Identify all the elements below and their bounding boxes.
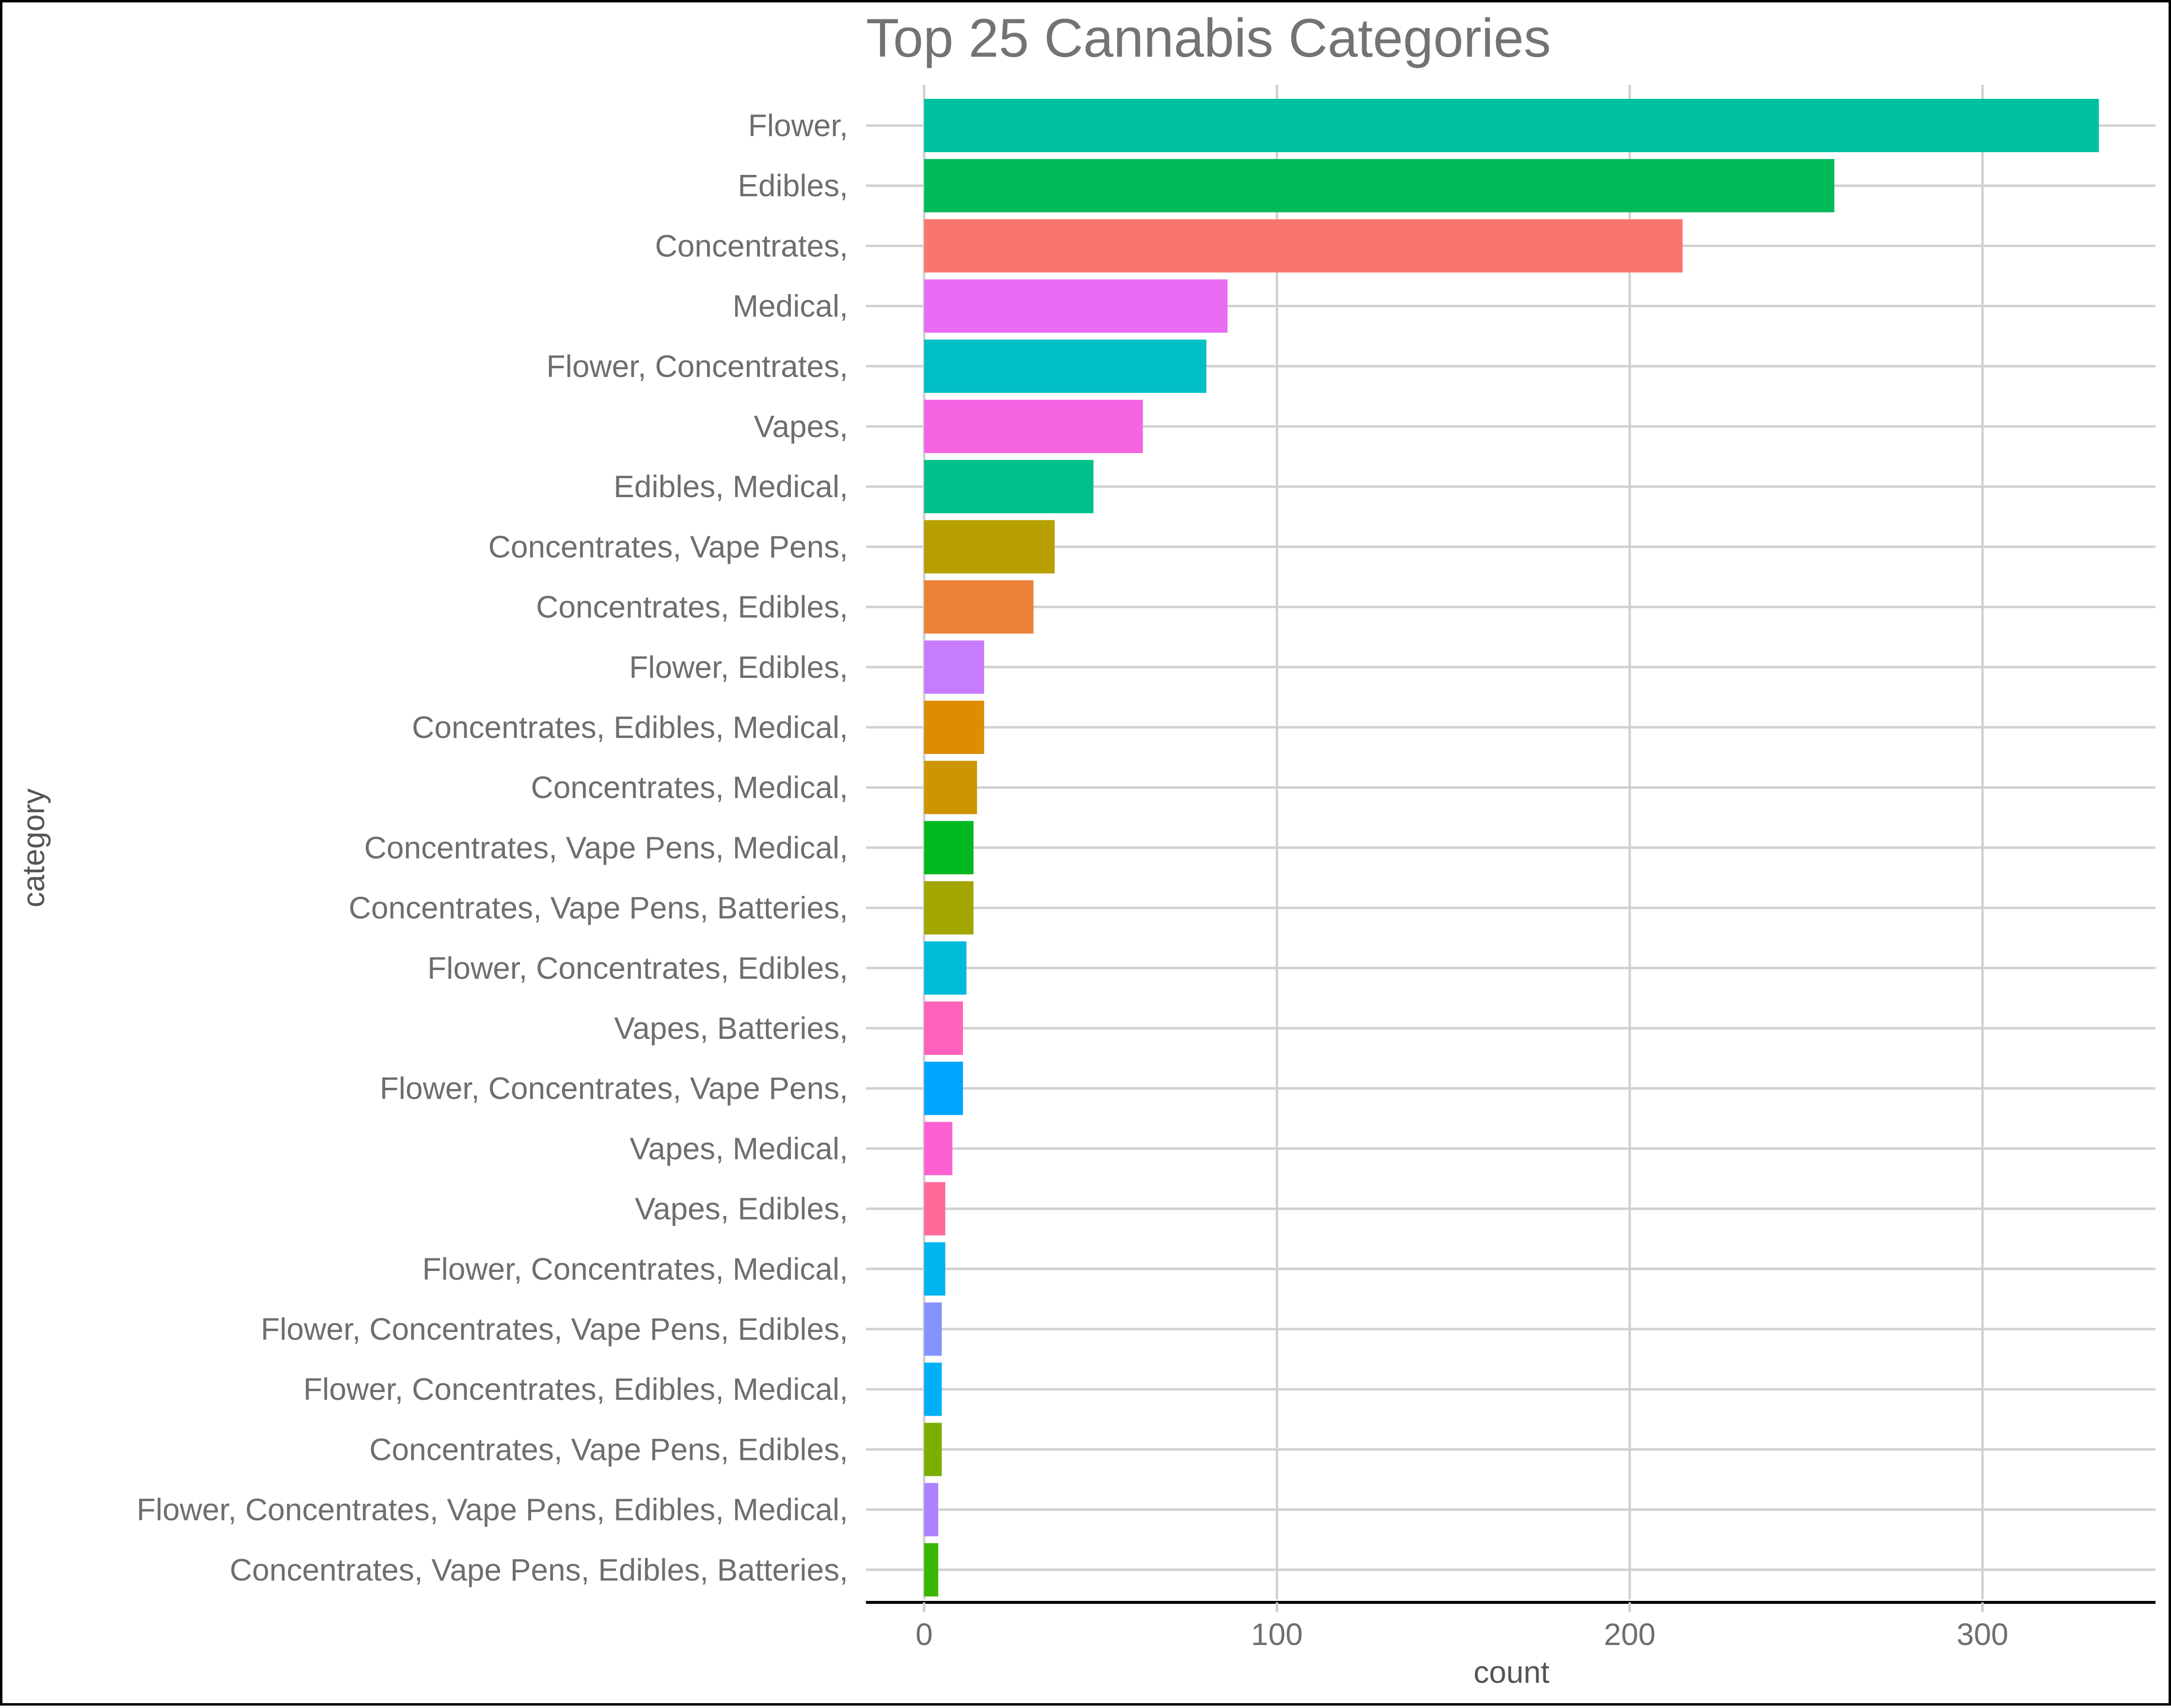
- bar: [924, 1363, 942, 1416]
- category-label: Concentrates, Vape Pens, Edibles,: [369, 1432, 848, 1467]
- bar: [924, 761, 977, 815]
- bar: [924, 520, 1055, 574]
- bar: [924, 1423, 942, 1476]
- x-axis-title: count: [1474, 1655, 1550, 1690]
- y-axis-title: category: [16, 788, 51, 907]
- category-label: Medical,: [733, 289, 848, 324]
- category-label-layer: Flower, Edibles, Concentrates, Medical, Flow…: [137, 108, 848, 1587]
- x-tick-layer: 0 100 200 300: [915, 1602, 2008, 1652]
- category-label: Vapes, Edibles,: [635, 1191, 848, 1226]
- bar: [924, 1242, 945, 1296]
- category-label: Flower, Concentrates, Vape Pens, Edibles…: [261, 1312, 848, 1347]
- category-label: Flower, Concentrates, Vape Pens,: [380, 1071, 848, 1106]
- bar: [924, 701, 984, 754]
- category-label: Vapes, Medical,: [629, 1131, 848, 1166]
- category-label: Concentrates, Edibles,: [536, 590, 848, 625]
- bar: [924, 1002, 963, 1055]
- bar: [924, 640, 984, 694]
- bar: [924, 159, 1835, 213]
- category-label: Concentrates, Vape Pens, Edibles, Batter…: [230, 1552, 848, 1587]
- bar: [924, 99, 2099, 152]
- category-label: Flower, Concentrates, Edibles,: [427, 951, 848, 986]
- bar: [924, 339, 1207, 393]
- bar: [924, 279, 1228, 333]
- x-tick-label: 0: [915, 1617, 933, 1652]
- x-tick-label: 300: [1957, 1617, 2009, 1652]
- bar: [924, 1302, 942, 1356]
- category-label: Vapes, Batteries,: [614, 1011, 848, 1046]
- bar: [924, 219, 1683, 273]
- bar: [924, 1543, 939, 1597]
- category-label: Flower,: [748, 108, 848, 143]
- category-label: Flower, Edibles,: [629, 650, 848, 685]
- bar: [924, 881, 974, 935]
- category-label: Concentrates, Vape Pens, Medical,: [364, 830, 848, 865]
- bar: [924, 580, 1034, 634]
- bar: [924, 1483, 939, 1536]
- category-label: Concentrates, Vape Pens, Batteries,: [349, 891, 849, 925]
- category-label: Flower, Concentrates, Medical,: [422, 1252, 848, 1286]
- bar: [924, 460, 1094, 514]
- category-label: Flower, Concentrates, Edibles, Medical,: [303, 1372, 848, 1407]
- chart-title: Top 25 Cannabis Categories: [866, 8, 1551, 68]
- bar: [924, 821, 974, 875]
- category-label: Concentrates, Edibles, Medical,: [412, 710, 848, 745]
- bar-layer: [924, 99, 2099, 1597]
- category-label: Edibles, Medical,: [614, 469, 848, 504]
- category-label: Edibles,: [738, 168, 848, 203]
- category-label: Flower, Concentrates, Vape Pens, Edibles…: [137, 1492, 848, 1527]
- bar: [924, 941, 967, 995]
- category-label: Vapes,: [754, 409, 849, 444]
- bar: [924, 1182, 945, 1236]
- category-label: Concentrates, Vape Pens,: [488, 529, 848, 564]
- category-label: Flower, Concentrates,: [547, 349, 849, 384]
- category-label: Concentrates, Medical,: [531, 770, 848, 805]
- category-label: Concentrates,: [655, 228, 848, 263]
- bar: [924, 1062, 963, 1115]
- x-tick-label: 100: [1251, 1617, 1303, 1652]
- bar: [924, 1122, 953, 1175]
- bar: [924, 400, 1143, 453]
- x-tick-label: 200: [1604, 1617, 1656, 1652]
